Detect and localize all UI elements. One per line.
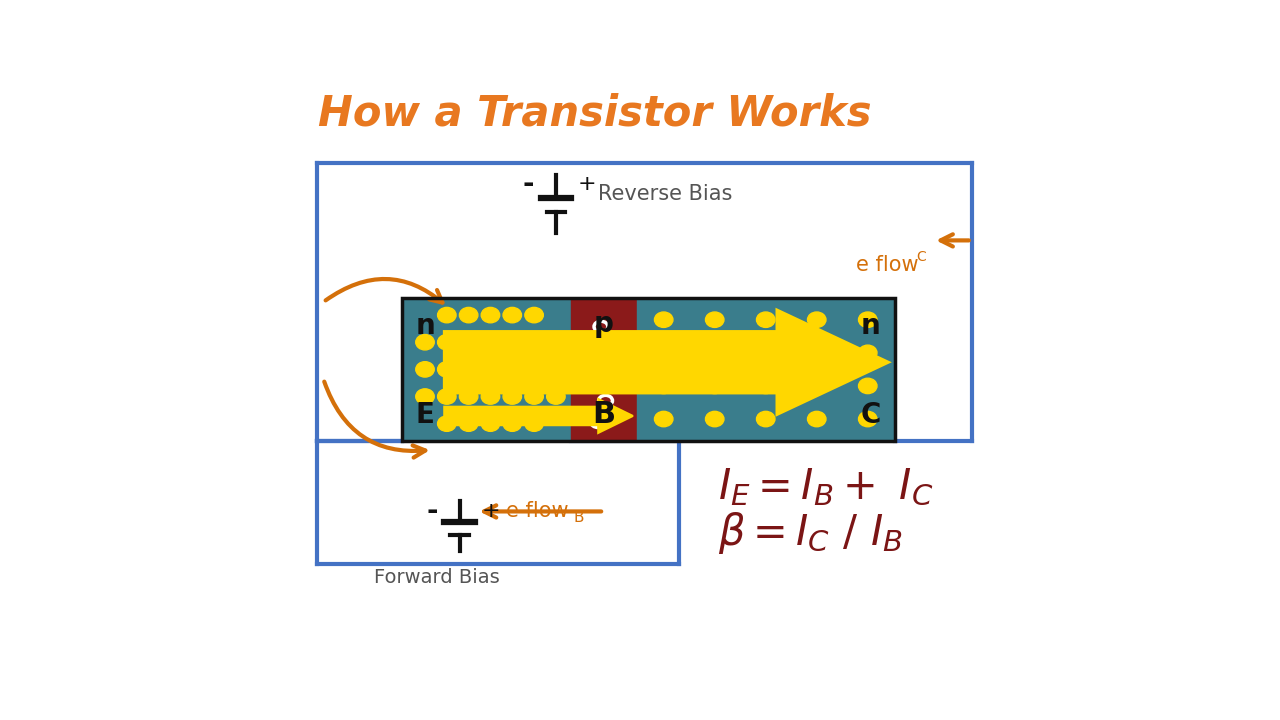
Ellipse shape	[547, 361, 566, 377]
Text: C: C	[860, 401, 881, 429]
Text: n: n	[416, 312, 435, 340]
Ellipse shape	[503, 416, 521, 431]
Ellipse shape	[547, 335, 566, 350]
Ellipse shape	[756, 411, 774, 427]
Text: E: E	[416, 401, 435, 429]
Text: -: -	[426, 498, 438, 526]
Ellipse shape	[460, 389, 477, 404]
Ellipse shape	[705, 411, 724, 427]
Ellipse shape	[525, 389, 543, 404]
Ellipse shape	[503, 389, 521, 404]
Ellipse shape	[654, 312, 673, 328]
Ellipse shape	[525, 307, 543, 323]
Ellipse shape	[481, 361, 499, 377]
Polygon shape	[444, 399, 632, 433]
Ellipse shape	[481, 335, 499, 350]
Ellipse shape	[859, 312, 877, 328]
Text: C: C	[916, 251, 925, 264]
Ellipse shape	[808, 378, 826, 394]
Ellipse shape	[438, 416, 456, 431]
Text: -: -	[522, 170, 534, 198]
Text: p: p	[594, 310, 614, 338]
Bar	[571, 298, 636, 441]
Ellipse shape	[438, 389, 456, 404]
Ellipse shape	[654, 378, 673, 394]
Ellipse shape	[808, 312, 826, 328]
Text: e flow: e flow	[856, 255, 919, 275]
Text: +: +	[577, 174, 596, 194]
Bar	[402, 298, 571, 441]
Ellipse shape	[481, 389, 499, 404]
Ellipse shape	[808, 345, 826, 361]
Ellipse shape	[859, 411, 877, 427]
Ellipse shape	[705, 378, 724, 394]
Text: +: +	[481, 501, 499, 521]
Text: B: B	[593, 400, 616, 429]
Ellipse shape	[859, 378, 877, 394]
Ellipse shape	[503, 361, 521, 377]
Ellipse shape	[438, 361, 456, 377]
Ellipse shape	[756, 345, 774, 361]
Ellipse shape	[503, 307, 521, 323]
Ellipse shape	[438, 307, 456, 323]
Ellipse shape	[808, 411, 826, 427]
Ellipse shape	[859, 345, 877, 361]
Ellipse shape	[547, 389, 566, 404]
Bar	[636, 298, 895, 441]
Ellipse shape	[460, 307, 477, 323]
Ellipse shape	[460, 361, 477, 377]
Text: $I_E = I_B + \ I_C$: $I_E = I_B + \ I_C$	[718, 466, 933, 508]
Ellipse shape	[481, 307, 499, 323]
Ellipse shape	[460, 335, 477, 350]
Text: e flow: e flow	[506, 501, 568, 521]
Ellipse shape	[503, 335, 521, 350]
Text: n: n	[861, 312, 881, 340]
Ellipse shape	[705, 345, 724, 361]
Bar	[402, 298, 895, 441]
Ellipse shape	[525, 335, 543, 350]
Ellipse shape	[705, 312, 724, 328]
Ellipse shape	[438, 335, 456, 350]
Ellipse shape	[416, 389, 434, 404]
Text: $\beta = I_C \ / \ I_B$: $\beta = I_C \ / \ I_B$	[718, 510, 902, 556]
Ellipse shape	[654, 411, 673, 427]
Ellipse shape	[416, 335, 434, 350]
Ellipse shape	[654, 345, 673, 361]
Ellipse shape	[756, 378, 774, 394]
Text: Reverse Bias: Reverse Bias	[598, 184, 732, 204]
Text: B: B	[573, 510, 584, 525]
Ellipse shape	[481, 416, 499, 431]
Ellipse shape	[416, 361, 434, 377]
Polygon shape	[444, 310, 888, 415]
Ellipse shape	[525, 416, 543, 431]
Ellipse shape	[756, 312, 774, 328]
Text: How a Transistor Works: How a Transistor Works	[317, 92, 872, 135]
Text: Forward Bias: Forward Bias	[374, 568, 499, 588]
Ellipse shape	[525, 361, 543, 377]
Ellipse shape	[460, 416, 477, 431]
